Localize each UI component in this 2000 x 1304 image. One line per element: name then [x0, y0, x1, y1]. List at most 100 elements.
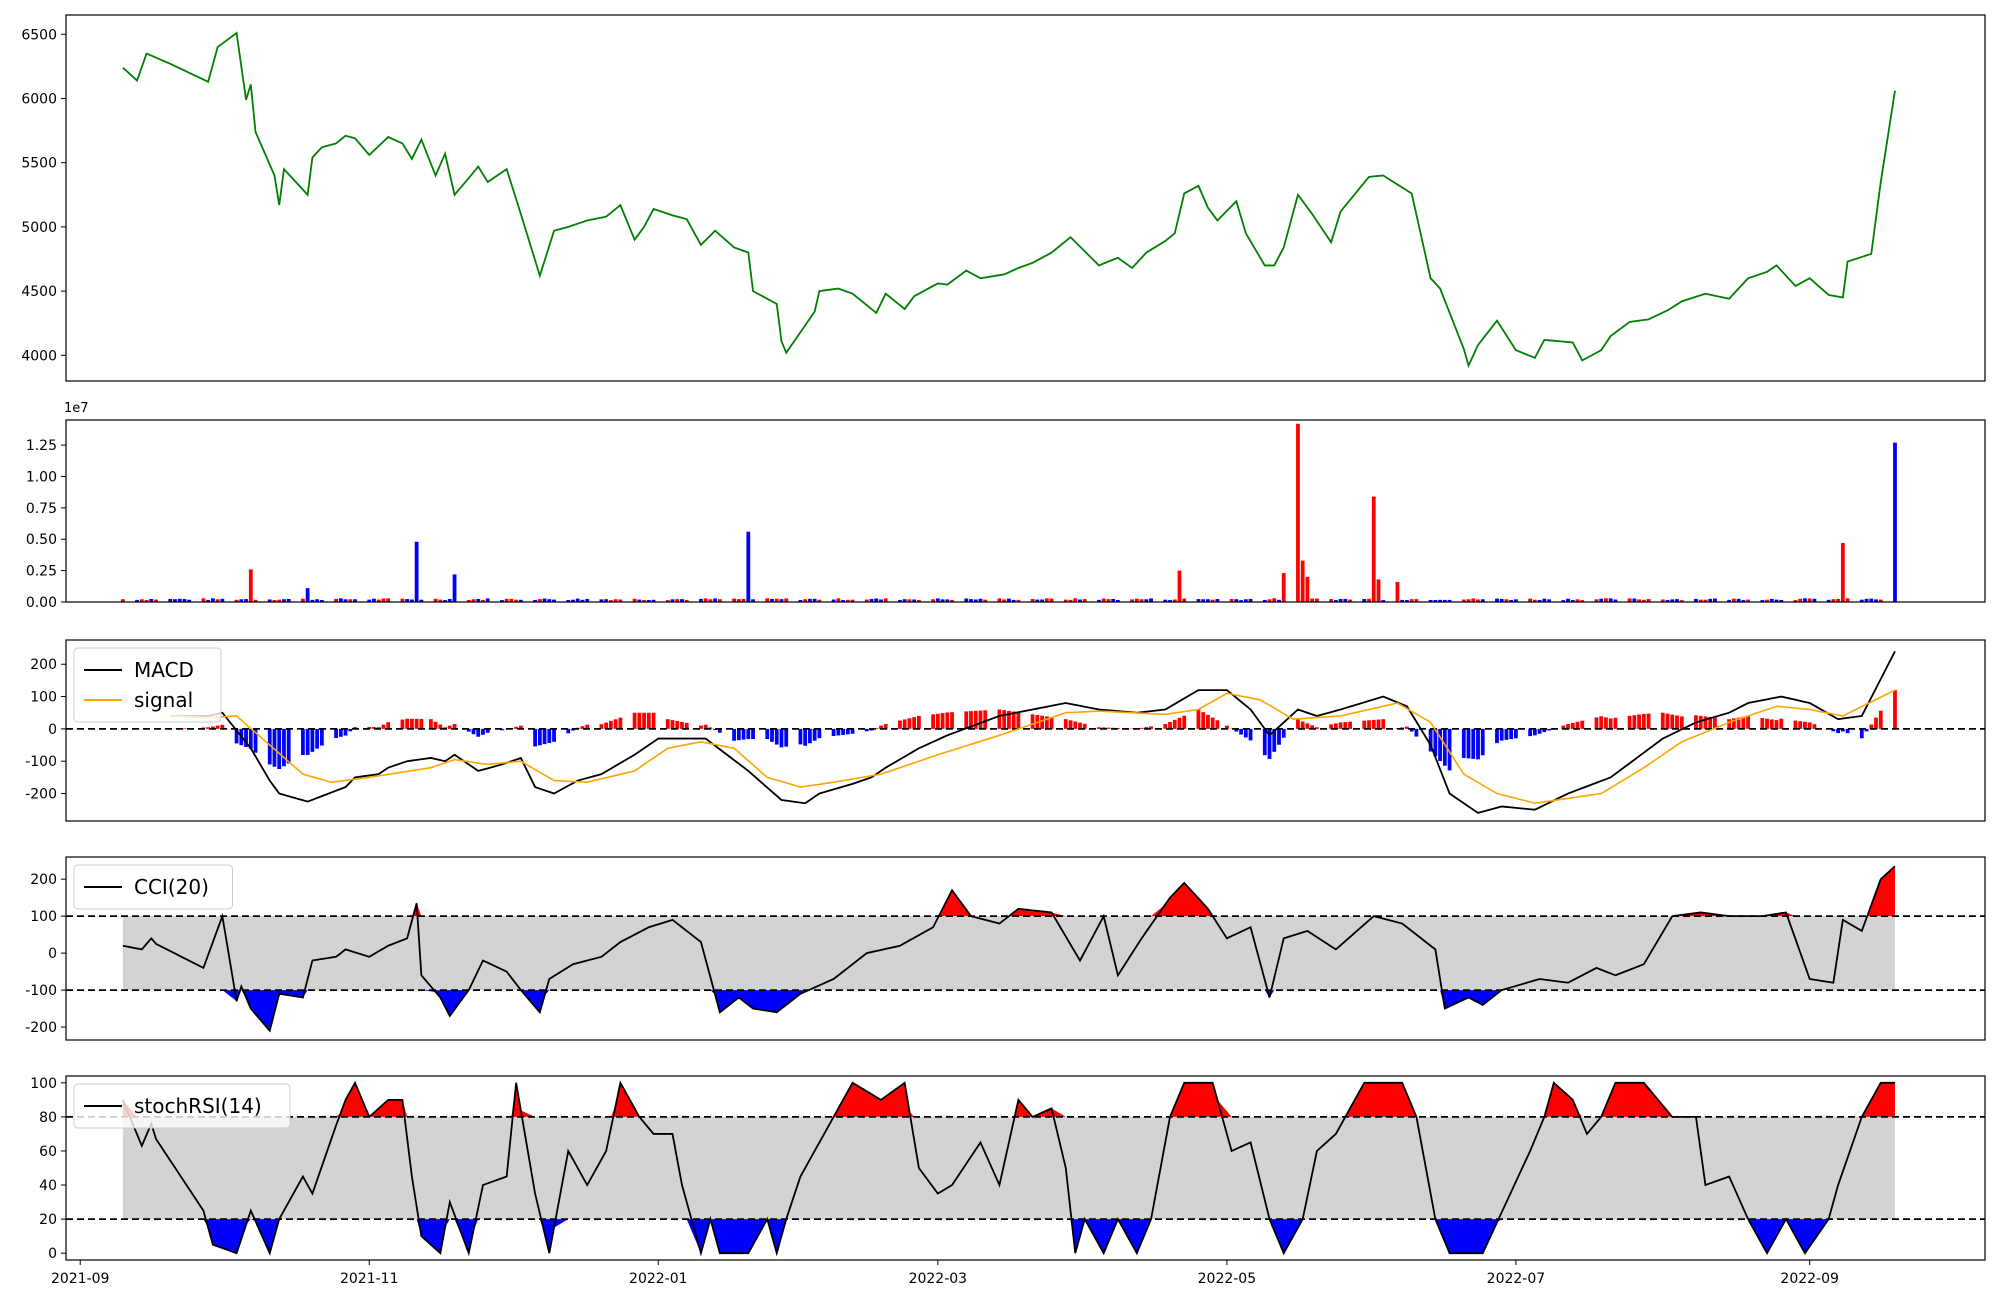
stochrsi-y-tick-label: 100	[30, 1076, 57, 1092]
stochrsi-y-tick-label: 20	[39, 1212, 57, 1228]
volume-bar	[1396, 582, 1400, 602]
macd-histogram-bar	[780, 729, 784, 747]
volume-bar	[746, 532, 750, 602]
macd-y-tick-label: -200	[25, 787, 57, 803]
macd-histogram-bar	[912, 717, 916, 729]
macd-histogram-bar	[1462, 729, 1466, 758]
macd-y-tick-label: 200	[30, 657, 57, 673]
macd-plot-frame	[66, 640, 1985, 821]
macd-histogram-bar	[941, 713, 945, 729]
macd-histogram-bar	[1306, 723, 1310, 728]
cci-y-tick-label: 0	[48, 946, 57, 962]
volume-y-tick-label: 0.00	[26, 595, 57, 611]
macd-histogram-bar	[1069, 720, 1073, 729]
macd-histogram-bar	[609, 721, 613, 729]
macd-histogram-bar	[1576, 722, 1580, 729]
macd-histogram-bar	[1206, 715, 1210, 729]
macd-histogram-bar	[1211, 718, 1215, 729]
macd-histogram-bar	[1064, 719, 1068, 729]
volume-bar	[1296, 424, 1300, 602]
macd-histogram-bar	[936, 714, 940, 729]
macd-histogram-bar	[538, 729, 542, 745]
macd-histogram-bar	[1362, 721, 1366, 729]
macd-histogram-bar	[552, 729, 556, 742]
cci-overbought-fill	[123, 866, 1895, 916]
macd-histogram-bar	[1471, 729, 1475, 759]
volume-bar	[415, 542, 419, 602]
macd-histogram-bar	[751, 729, 755, 739]
macd-histogram-bar	[803, 729, 807, 746]
macd-histogram-bar	[1249, 729, 1253, 741]
macd-histogram-bar	[898, 721, 902, 729]
macd-histogram-bar	[1495, 729, 1499, 743]
macd-histogram-bar	[964, 711, 968, 728]
macd-histogram-bar	[1078, 723, 1082, 729]
macd-histogram-bar	[1500, 729, 1504, 741]
macd-histogram-bar	[1642, 714, 1646, 729]
macd-histogram-bar	[410, 719, 414, 729]
macd-histogram-bar	[618, 718, 622, 729]
macd-histogram-bar	[429, 719, 433, 729]
macd-histogram-bar	[1244, 729, 1248, 738]
price-y-tick-label: 5500	[21, 156, 57, 172]
macd-histogram-bar	[633, 713, 637, 729]
macd-histogram-bar	[1343, 722, 1347, 729]
stochrsi-neutral-band	[123, 1117, 1895, 1219]
cci-legend: CCI(20)	[74, 865, 233, 909]
macd-histogram-bar	[903, 719, 907, 728]
macd-histogram-bar	[1377, 720, 1381, 729]
macd-histogram-bar	[647, 713, 651, 729]
macd-histogram-bar	[1604, 717, 1608, 728]
macd-histogram-bar	[671, 720, 675, 729]
macd-histogram-bar	[533, 729, 537, 747]
macd-histogram-bar	[1528, 729, 1532, 736]
macd-histogram-bar	[1476, 729, 1480, 759]
macd-histogram-bar	[775, 729, 779, 745]
macd-histogram-bar	[1348, 722, 1352, 729]
macd-histogram-bar	[917, 716, 921, 729]
macd-histogram-bar	[1372, 720, 1376, 729]
macd-histogram-bar	[1775, 720, 1779, 729]
macd-y-tick-label: 0	[48, 722, 57, 738]
volume-bar	[453, 574, 457, 602]
macd-histogram-bar	[784, 729, 788, 747]
x-tick-label: 2022-01	[629, 1271, 688, 1287]
macd-histogram-bar	[983, 710, 987, 729]
volume-y-tick-label: 0.75	[26, 501, 57, 517]
macd-histogram-bar	[998, 709, 1002, 728]
macd-histogram-bar	[1547, 729, 1551, 731]
macd-histogram-bar	[382, 725, 386, 729]
cci-y-tick-label: -200	[25, 1020, 57, 1036]
macd-histogram-bar	[1637, 715, 1641, 729]
volume-y-tick-label: 0.25	[26, 564, 57, 580]
macd-histogram-bar	[746, 729, 750, 739]
price-y-tick-label: 5000	[21, 220, 57, 236]
stochrsi-y-tick-label: 0	[48, 1246, 57, 1262]
macd-histogram-bar	[1675, 715, 1679, 728]
macd-histogram-bar	[1168, 722, 1172, 729]
macd-histogram-bar	[1599, 716, 1603, 729]
macd-histogram-bar	[1661, 713, 1665, 729]
macd-histogram-bar	[1874, 718, 1878, 729]
cci-y-tick-label: -100	[25, 983, 57, 999]
macd-histogram-bar	[216, 726, 220, 729]
macd-histogram-bar	[1481, 729, 1485, 755]
macd-histogram-bar	[287, 729, 291, 764]
macd-histogram-bar	[419, 719, 423, 729]
macd-histogram-bar	[979, 711, 983, 729]
macd-line	[170, 651, 1895, 813]
stochrsi-legend-label: stochRSI(14)	[134, 1094, 262, 1118]
cci-neutral-band	[123, 916, 1895, 990]
macd-histogram-bar	[1770, 719, 1774, 728]
macd-histogram-bar	[1632, 715, 1636, 729]
macd-histogram-bar	[808, 729, 812, 743]
price-y-tick-label: 4000	[21, 348, 57, 364]
macd-histogram-bar	[1197, 709, 1201, 728]
macd-histogram-bar	[1595, 717, 1599, 728]
cci-y-tick-label: 200	[30, 872, 57, 888]
x-tick-label: 2021-09	[51, 1271, 110, 1287]
volume-y-tick-label: 1.25	[26, 438, 57, 454]
macd-histogram-bar	[1533, 729, 1537, 735]
